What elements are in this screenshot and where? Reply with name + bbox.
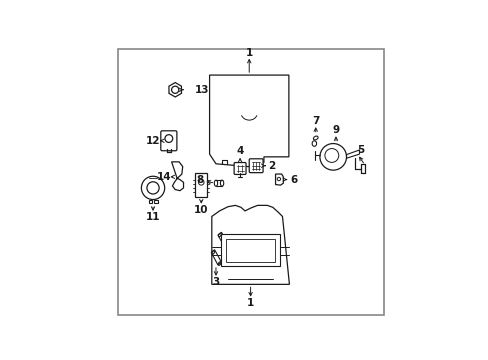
FancyBboxPatch shape [249,159,263,173]
Text: 3: 3 [212,277,219,287]
Text: 10: 10 [194,205,208,215]
Text: 14: 14 [157,172,171,182]
Text: 2: 2 [267,161,274,171]
Text: 8: 8 [196,175,203,185]
Text: 4: 4 [236,147,243,157]
FancyBboxPatch shape [161,131,177,151]
FancyBboxPatch shape [195,174,207,197]
FancyBboxPatch shape [148,199,152,203]
Text: 7: 7 [311,116,319,126]
Text: 1: 1 [245,48,252,58]
Text: 9: 9 [332,125,339,135]
Text: 5: 5 [357,145,364,156]
FancyBboxPatch shape [220,234,280,266]
Text: 12: 12 [145,136,160,146]
FancyBboxPatch shape [154,199,158,203]
Text: 1: 1 [246,298,254,308]
FancyBboxPatch shape [234,162,245,175]
Text: 6: 6 [289,175,297,185]
Text: 13: 13 [194,85,209,95]
FancyBboxPatch shape [117,49,383,315]
Text: 11: 11 [145,212,160,222]
FancyBboxPatch shape [226,239,274,262]
